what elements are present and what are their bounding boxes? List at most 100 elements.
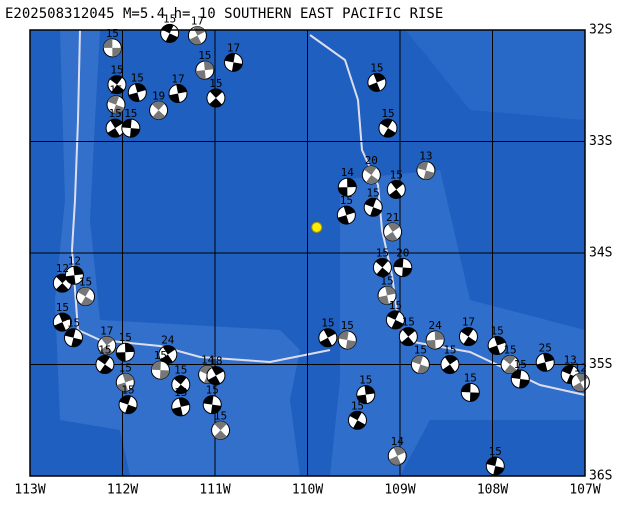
focal-mechanism	[149, 100, 169, 120]
depth-label: 15	[489, 445, 502, 458]
compression-quadrant	[116, 373, 134, 392]
depth-label: 12	[56, 262, 69, 275]
focal-mechanism	[336, 205, 356, 225]
lon-tick-label: 112W	[107, 483, 138, 498]
lon-tick-label: 107W	[569, 483, 600, 498]
depth-label: 15	[131, 71, 144, 84]
focal-mechanism	[410, 355, 430, 374]
compression-quadrant	[109, 75, 125, 94]
compression-quadrant	[195, 61, 214, 80]
focal-mechanism	[63, 328, 83, 348]
compression-quadrant	[119, 395, 137, 414]
depth-label: 14	[391, 435, 405, 448]
focal-mechanism	[383, 222, 403, 242]
lat-tick-label: 33S	[589, 134, 612, 149]
compression-quadrant	[368, 73, 386, 92]
depth-label: 24	[429, 319, 443, 332]
depth-label: 15	[79, 275, 92, 288]
compression-quadrant	[417, 161, 435, 180]
compression-quadrant	[349, 411, 366, 430]
depth-label: 17	[191, 15, 204, 28]
bathymetry	[405, 30, 585, 120]
depth-label: 15	[389, 299, 402, 312]
depth-label: 20	[365, 154, 378, 167]
compression-quadrant	[337, 206, 355, 225]
lon-tick-label: 111W	[199, 483, 230, 498]
compression-quadrant	[338, 178, 357, 197]
depth-label: 25	[539, 341, 552, 354]
compression-quadrant	[401, 327, 416, 346]
depth-label: 15	[154, 349, 167, 362]
lon-tick-label: 113W	[14, 483, 45, 498]
compression-quadrant	[364, 198, 382, 217]
depth-label: 17	[462, 316, 475, 329]
depth-label: 13	[419, 149, 432, 162]
depth-label: 15	[109, 84, 122, 97]
focal-mechanism	[95, 355, 115, 374]
compression-quadrant	[54, 313, 71, 332]
depth-label: 15	[381, 107, 394, 120]
depth-label: 18	[209, 355, 222, 368]
focal-mechanism	[500, 355, 520, 374]
compression-quadrant	[411, 355, 429, 374]
compression-quadrant	[488, 336, 506, 355]
focal-mechanism	[97, 336, 117, 356]
focal-mechanism	[385, 310, 405, 330]
depth-label: 15	[380, 274, 393, 287]
focal-mechanism	[485, 456, 505, 476]
compression-quadrant	[103, 38, 122, 57]
depth-label: 15	[414, 344, 427, 357]
plate-boundary	[70, 29, 331, 364]
focal-mechanism	[107, 75, 127, 95]
compression-quadrant	[116, 343, 135, 362]
compression-quadrant	[461, 383, 480, 402]
depth-label: 15	[124, 107, 137, 120]
compression-quadrant	[364, 165, 379, 184]
compression-quadrant	[151, 361, 170, 380]
depth-label: 15	[321, 317, 334, 330]
lat-tick-label: 35S	[589, 357, 612, 372]
compression-quadrant	[151, 101, 166, 120]
depth-label: 20	[396, 246, 409, 259]
compression-quadrant	[356, 385, 375, 404]
focal-mechanism	[195, 60, 215, 80]
depth-label: 15	[214, 409, 227, 422]
focal-mechanism	[337, 330, 357, 350]
depth-label: 15	[491, 325, 504, 338]
depth-label: 15	[376, 246, 389, 259]
focal-mechanism	[386, 179, 406, 199]
depth-label: 15	[110, 64, 123, 77]
focal-mechanism	[510, 369, 530, 389]
focal-mechanism	[160, 23, 180, 43]
focal-mechanism	[425, 330, 445, 350]
compression-quadrant	[380, 119, 396, 138]
compression-quadrant	[99, 336, 114, 355]
depth-label: 15	[341, 319, 354, 332]
focal-mechanism	[337, 177, 357, 197]
depth-label: 15	[67, 317, 80, 330]
depth-label: 15	[174, 364, 187, 377]
compression-quadrant	[107, 95, 125, 114]
depth-label: 15	[108, 107, 121, 120]
compression-quadrant	[442, 355, 458, 374]
compression-quadrant	[161, 24, 178, 43]
focal-mechanism	[367, 72, 387, 92]
compression-quadrant	[385, 222, 401, 241]
compression-quadrant	[65, 266, 84, 285]
compression-quadrant	[121, 119, 140, 138]
compression-quadrant	[511, 369, 530, 388]
focal-mechanism	[440, 355, 460, 374]
focal-mechanism	[318, 328, 338, 348]
depth-label: 17	[100, 325, 113, 338]
focal-mechanism	[121, 118, 141, 138]
title: E202508312045 M=5.4 h= 10 SOUTHERN EAST …	[5, 6, 443, 22]
compression-quadrant	[536, 353, 554, 372]
focal-mechanism	[393, 257, 413, 277]
depth-label: 15	[390, 168, 403, 181]
depth-label: 17	[171, 73, 184, 86]
focal-mechanism	[206, 88, 226, 108]
depth-label: 15	[106, 27, 119, 40]
depth-label: 17	[227, 41, 240, 54]
focal-mechanism	[356, 385, 376, 405]
lon-tick-label: 109W	[384, 483, 415, 498]
